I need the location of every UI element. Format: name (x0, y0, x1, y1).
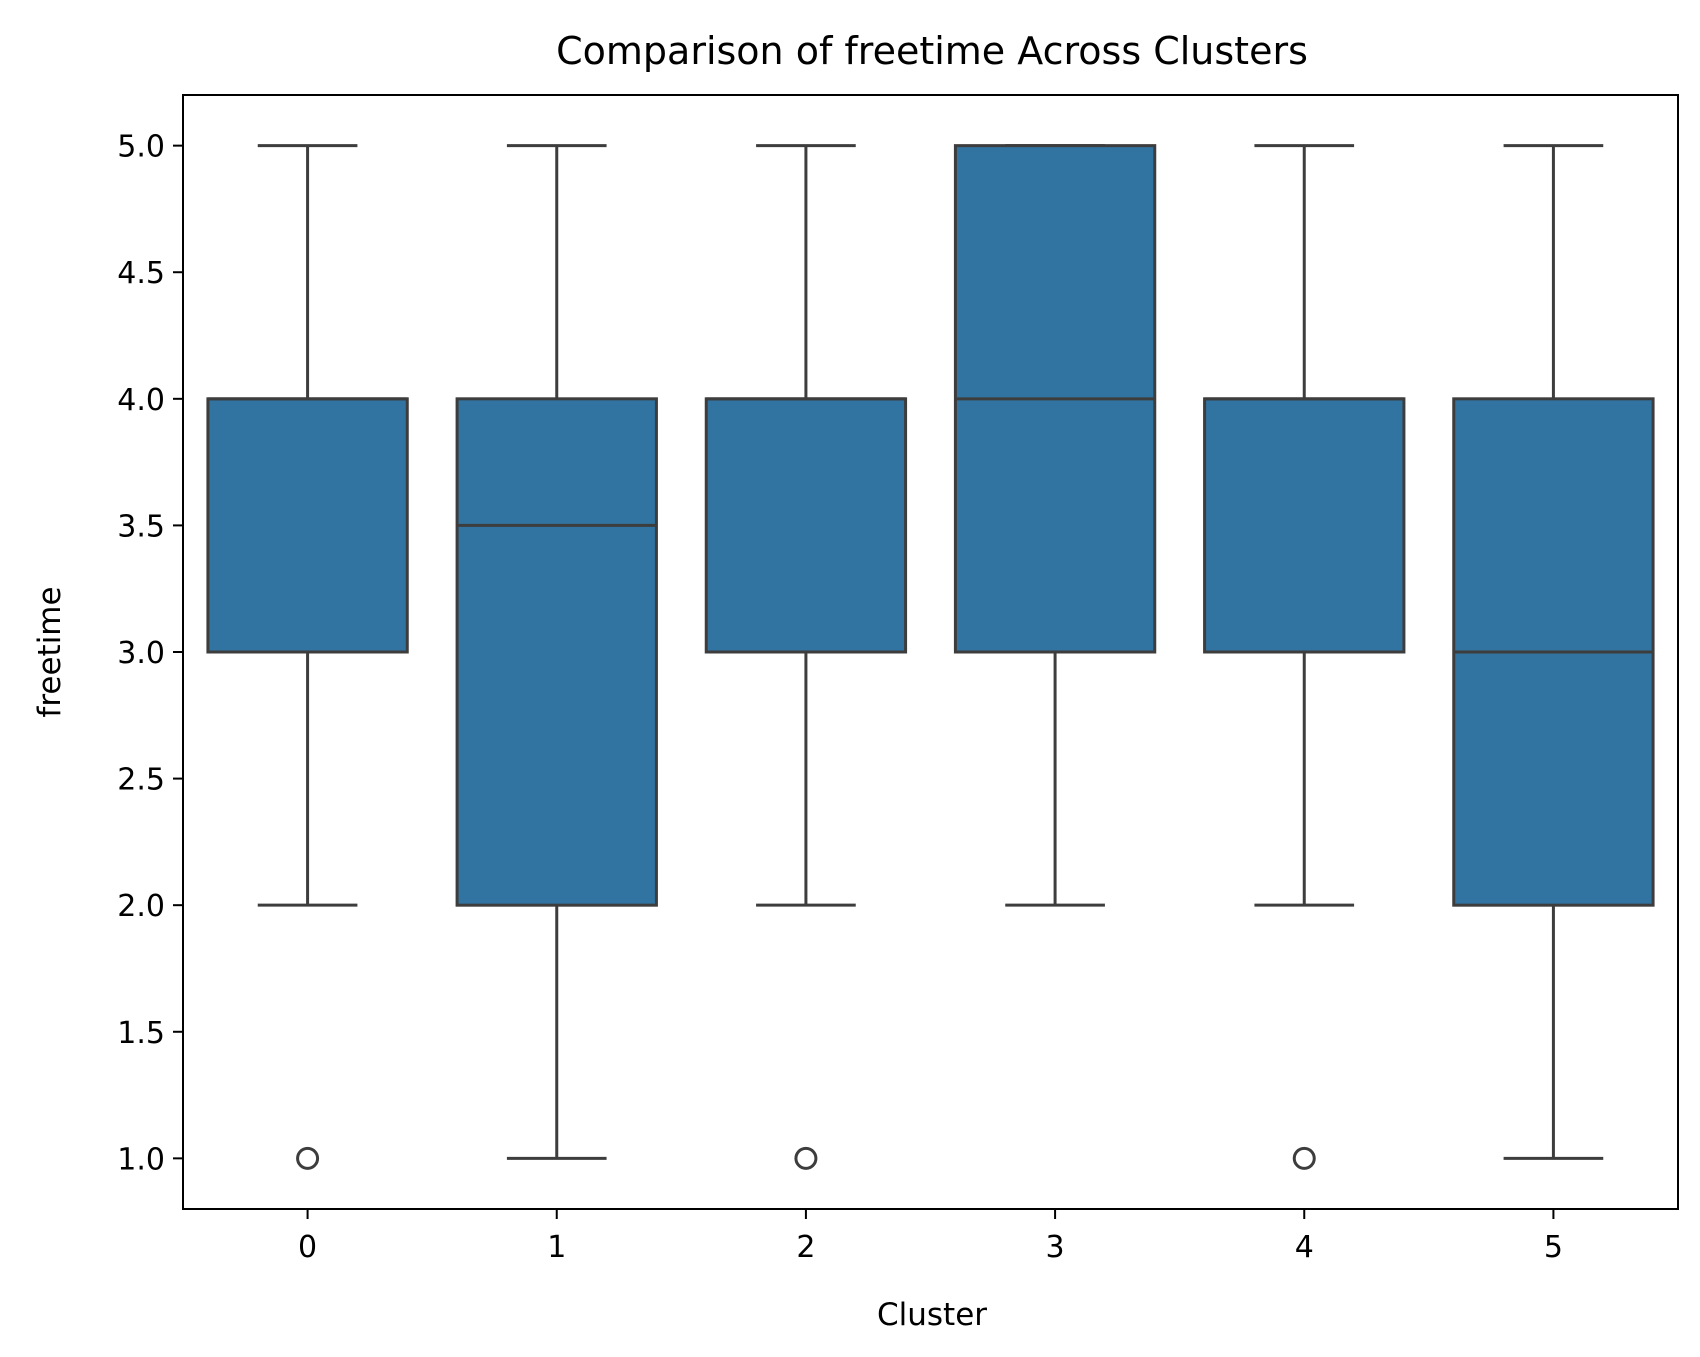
box-group-2 (704, 144, 908, 1170)
axes: 0 1 2 3 4 5 1.0 1.5 2.0 2.5 3.0 3.5 4.0 4.5 5.0 (117, 130, 1563, 1265)
y-tick-label: 4.5 (117, 256, 165, 291)
outlier-point (1292, 1146, 1316, 1170)
y-tick-label: 5.0 (117, 130, 165, 165)
plot-area (206, 144, 1655, 1170)
x-tick-label: 3 (1046, 1230, 1065, 1265)
y-tick-label: 1.0 (117, 1142, 165, 1177)
x-tick-label: 1 (547, 1230, 566, 1265)
y-axis-title: freetime (32, 586, 68, 717)
y-tick-label: 4.0 (117, 383, 165, 418)
y-tick-label: 3.0 (117, 636, 165, 671)
box-group-0 (206, 144, 409, 1170)
iqr-box (704, 397, 908, 654)
x-tick-label: 5 (1544, 1230, 1563, 1265)
x-tick-label: 2 (796, 1230, 815, 1265)
outlier-point (794, 1146, 818, 1170)
y-tick-label: 2.0 (117, 889, 165, 924)
box-group-3 (953, 144, 1157, 907)
outlier-point (296, 1146, 320, 1170)
iqr-box (455, 397, 658, 907)
iqr-box (1203, 397, 1406, 654)
box-group-4 (1203, 144, 1406, 1170)
y-tick-label: 3.5 (117, 509, 165, 544)
y-tick-label: 1.5 (117, 1016, 165, 1051)
x-tick-label: 0 (298, 1230, 317, 1265)
box-group-1 (455, 144, 658, 1160)
y-tick-label: 2.5 (117, 763, 165, 798)
x-axis-title: Cluster (877, 1297, 987, 1333)
box-group-5 (1452, 144, 1655, 1160)
x-tick-label: 4 (1295, 1230, 1314, 1265)
chart-title: Comparison of freetime Across Clusters (556, 29, 1308, 73)
iqr-box (206, 397, 409, 654)
